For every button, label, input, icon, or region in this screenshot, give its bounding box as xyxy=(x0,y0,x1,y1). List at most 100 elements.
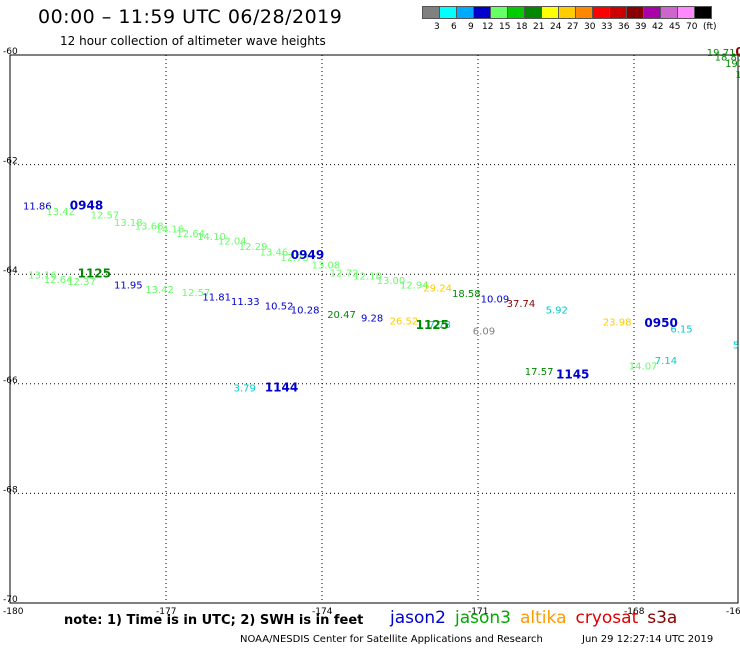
satellite-legend: jason2 jason3 altika cryosat s3a xyxy=(390,608,686,628)
wave-height-value: 12.29 xyxy=(239,242,268,253)
track-time-label: 1145 xyxy=(556,367,589,381)
wave-height-value: 12.94 xyxy=(400,280,429,291)
wave-height-value: 13.08 xyxy=(312,261,341,272)
lon-tick-label: -16 xyxy=(726,607,740,617)
color-scale-label: 30 xyxy=(584,22,596,32)
wave-height-value: 13.46 xyxy=(260,248,289,259)
color-scale-label: 3 xyxy=(434,22,440,32)
credit-text: NOAA/NESDIS Center for Satellite Applica… xyxy=(240,634,543,645)
wave-height-value: 13.68 xyxy=(135,221,164,232)
track-time-label: 1125 xyxy=(78,266,111,280)
lon-tick-label: -168 xyxy=(624,607,645,617)
wave-height-value: 12.18 xyxy=(353,272,382,283)
wave-height-value: 9.28 xyxy=(361,313,383,324)
color-scale-label: 12 xyxy=(482,22,494,32)
color-scale-label: 45 xyxy=(669,22,681,32)
wave-height-value: 18.83 xyxy=(715,52,740,63)
track-time-label: 0948 xyxy=(70,199,103,213)
color-scale-label: 27 xyxy=(567,22,579,32)
legend-jason2: jason2 xyxy=(390,608,446,628)
wave-height-value: 19.34 xyxy=(735,70,740,81)
color-scale-label: 36 xyxy=(618,22,630,32)
wave-height-value: 19.71 xyxy=(707,48,736,59)
legend-cryosat: cryosat xyxy=(575,608,639,628)
wave-height-value: 6.15 xyxy=(670,324,692,335)
wave-height-value: 12.73 xyxy=(280,253,309,264)
lon-tick-label: -174 xyxy=(312,607,333,617)
lat-tick-label: -70 xyxy=(3,595,18,605)
wave-height-value: 11.81 xyxy=(202,293,231,304)
wave-height-value: 23.98 xyxy=(603,318,632,329)
wave-height-value: 7.78 xyxy=(429,320,451,331)
lat-tick-label: -62 xyxy=(3,157,18,167)
legend-jason3: jason3 xyxy=(455,608,511,628)
color-scale-label: 33 xyxy=(601,22,613,32)
color-scale-label: 18 xyxy=(516,22,528,32)
track-time-label: 1125 xyxy=(416,318,449,332)
wave-height-value: 3.79 xyxy=(234,383,256,394)
lat-tick-label: -68 xyxy=(3,485,18,495)
track-time-label: 0950 xyxy=(644,316,677,330)
wave-height-value: 20.47 xyxy=(327,310,356,321)
lon-tick-label: -177 xyxy=(156,607,176,617)
map-frame xyxy=(9,54,739,604)
wave-height-value: 10.28 xyxy=(291,306,320,317)
page-title: 00:00 – 11:59 UTC 06/28/2019 xyxy=(38,6,343,28)
color-scale-label: 39 xyxy=(635,22,647,32)
wave-height-value: 12.72 xyxy=(330,268,359,279)
wave-height-value: 12.64 xyxy=(176,229,205,240)
wave-height-value: 11.95 xyxy=(114,280,143,291)
track-time-labels: 0948 0949 1125 1125 0950 1145 1144 090 xyxy=(70,45,740,394)
wave-height-value: 19.58 xyxy=(725,59,740,70)
wave-height-value: 17.57 xyxy=(525,367,554,378)
lon-tick-label: -171 xyxy=(468,607,488,617)
color-scale-label: (ft) xyxy=(703,22,717,32)
wave-height-value: 14.16 xyxy=(156,225,185,236)
color-scale-label: 24 xyxy=(550,22,562,32)
color-swatch xyxy=(694,6,712,19)
wave-height-value: 18.58 xyxy=(452,289,481,300)
wave-height-value: 14.07 xyxy=(629,362,658,373)
color-scale-label: 21 xyxy=(533,22,545,32)
wave-height-value: 29.24 xyxy=(423,284,452,295)
track-time-label: 090 xyxy=(735,45,740,59)
wave-height-value: 5.92 xyxy=(546,306,568,317)
legend-s3a: s3a xyxy=(647,608,678,628)
wave-height-value: 12.37 xyxy=(67,277,96,288)
wave-height-value: 14.10 xyxy=(197,232,226,243)
wave-height-value: 5.48 xyxy=(733,341,740,352)
generation-timestamp: Jun 29 12:27:14 UTC 2019 xyxy=(582,634,714,645)
lon-tick-label: -180 xyxy=(3,607,24,617)
color-scale-bar xyxy=(422,6,712,19)
color-scale-label: 15 xyxy=(499,22,511,32)
wave-height-value: 26.52 xyxy=(390,317,419,328)
lat-tick-label: -60 xyxy=(3,47,18,57)
wave-height-value: 12.57 xyxy=(91,210,120,221)
color-scale-label: 70 xyxy=(686,22,698,32)
legend-altika: altika xyxy=(520,608,567,628)
color-scale-label: 42 xyxy=(652,22,664,32)
wave-height-value: 10.09 xyxy=(481,295,510,306)
wave-height-value: 13.18 xyxy=(114,218,143,229)
page-subtitle: 12 hour collection of altimeter wave hei… xyxy=(60,34,326,48)
map-axes: -180 -177 -174 -171 -168 -16 -60 -62 -64 -66 -68 -7… xyxy=(3,47,740,617)
wave-height-value: 12.57 xyxy=(182,288,211,299)
wave-height-value: 13.42 xyxy=(145,285,174,296)
wave-height-value: 11.86 xyxy=(23,202,52,213)
map-grid xyxy=(10,55,738,603)
wave-height-value: 7.14 xyxy=(655,356,677,367)
footer-note: note: 1) Time is in UTC; 2) SWH is in fe… xyxy=(64,613,364,628)
wave-height-value: 37.74 xyxy=(507,299,536,310)
wave-height-value: 12.64 xyxy=(44,275,73,286)
wave-height-value: 11.33 xyxy=(231,297,260,308)
wave-height-value: 13.00 xyxy=(377,276,406,287)
color-scale-label: 6 xyxy=(451,22,457,32)
wave-height-value: 12.04 xyxy=(218,237,247,248)
lat-tick-label: -64 xyxy=(3,266,18,276)
track-time-label: 0949 xyxy=(291,248,324,262)
wave-height-value: 10.52 xyxy=(265,301,294,312)
wave-height-value: 13.16 xyxy=(28,271,57,282)
lat-tick-label: -66 xyxy=(3,376,18,386)
